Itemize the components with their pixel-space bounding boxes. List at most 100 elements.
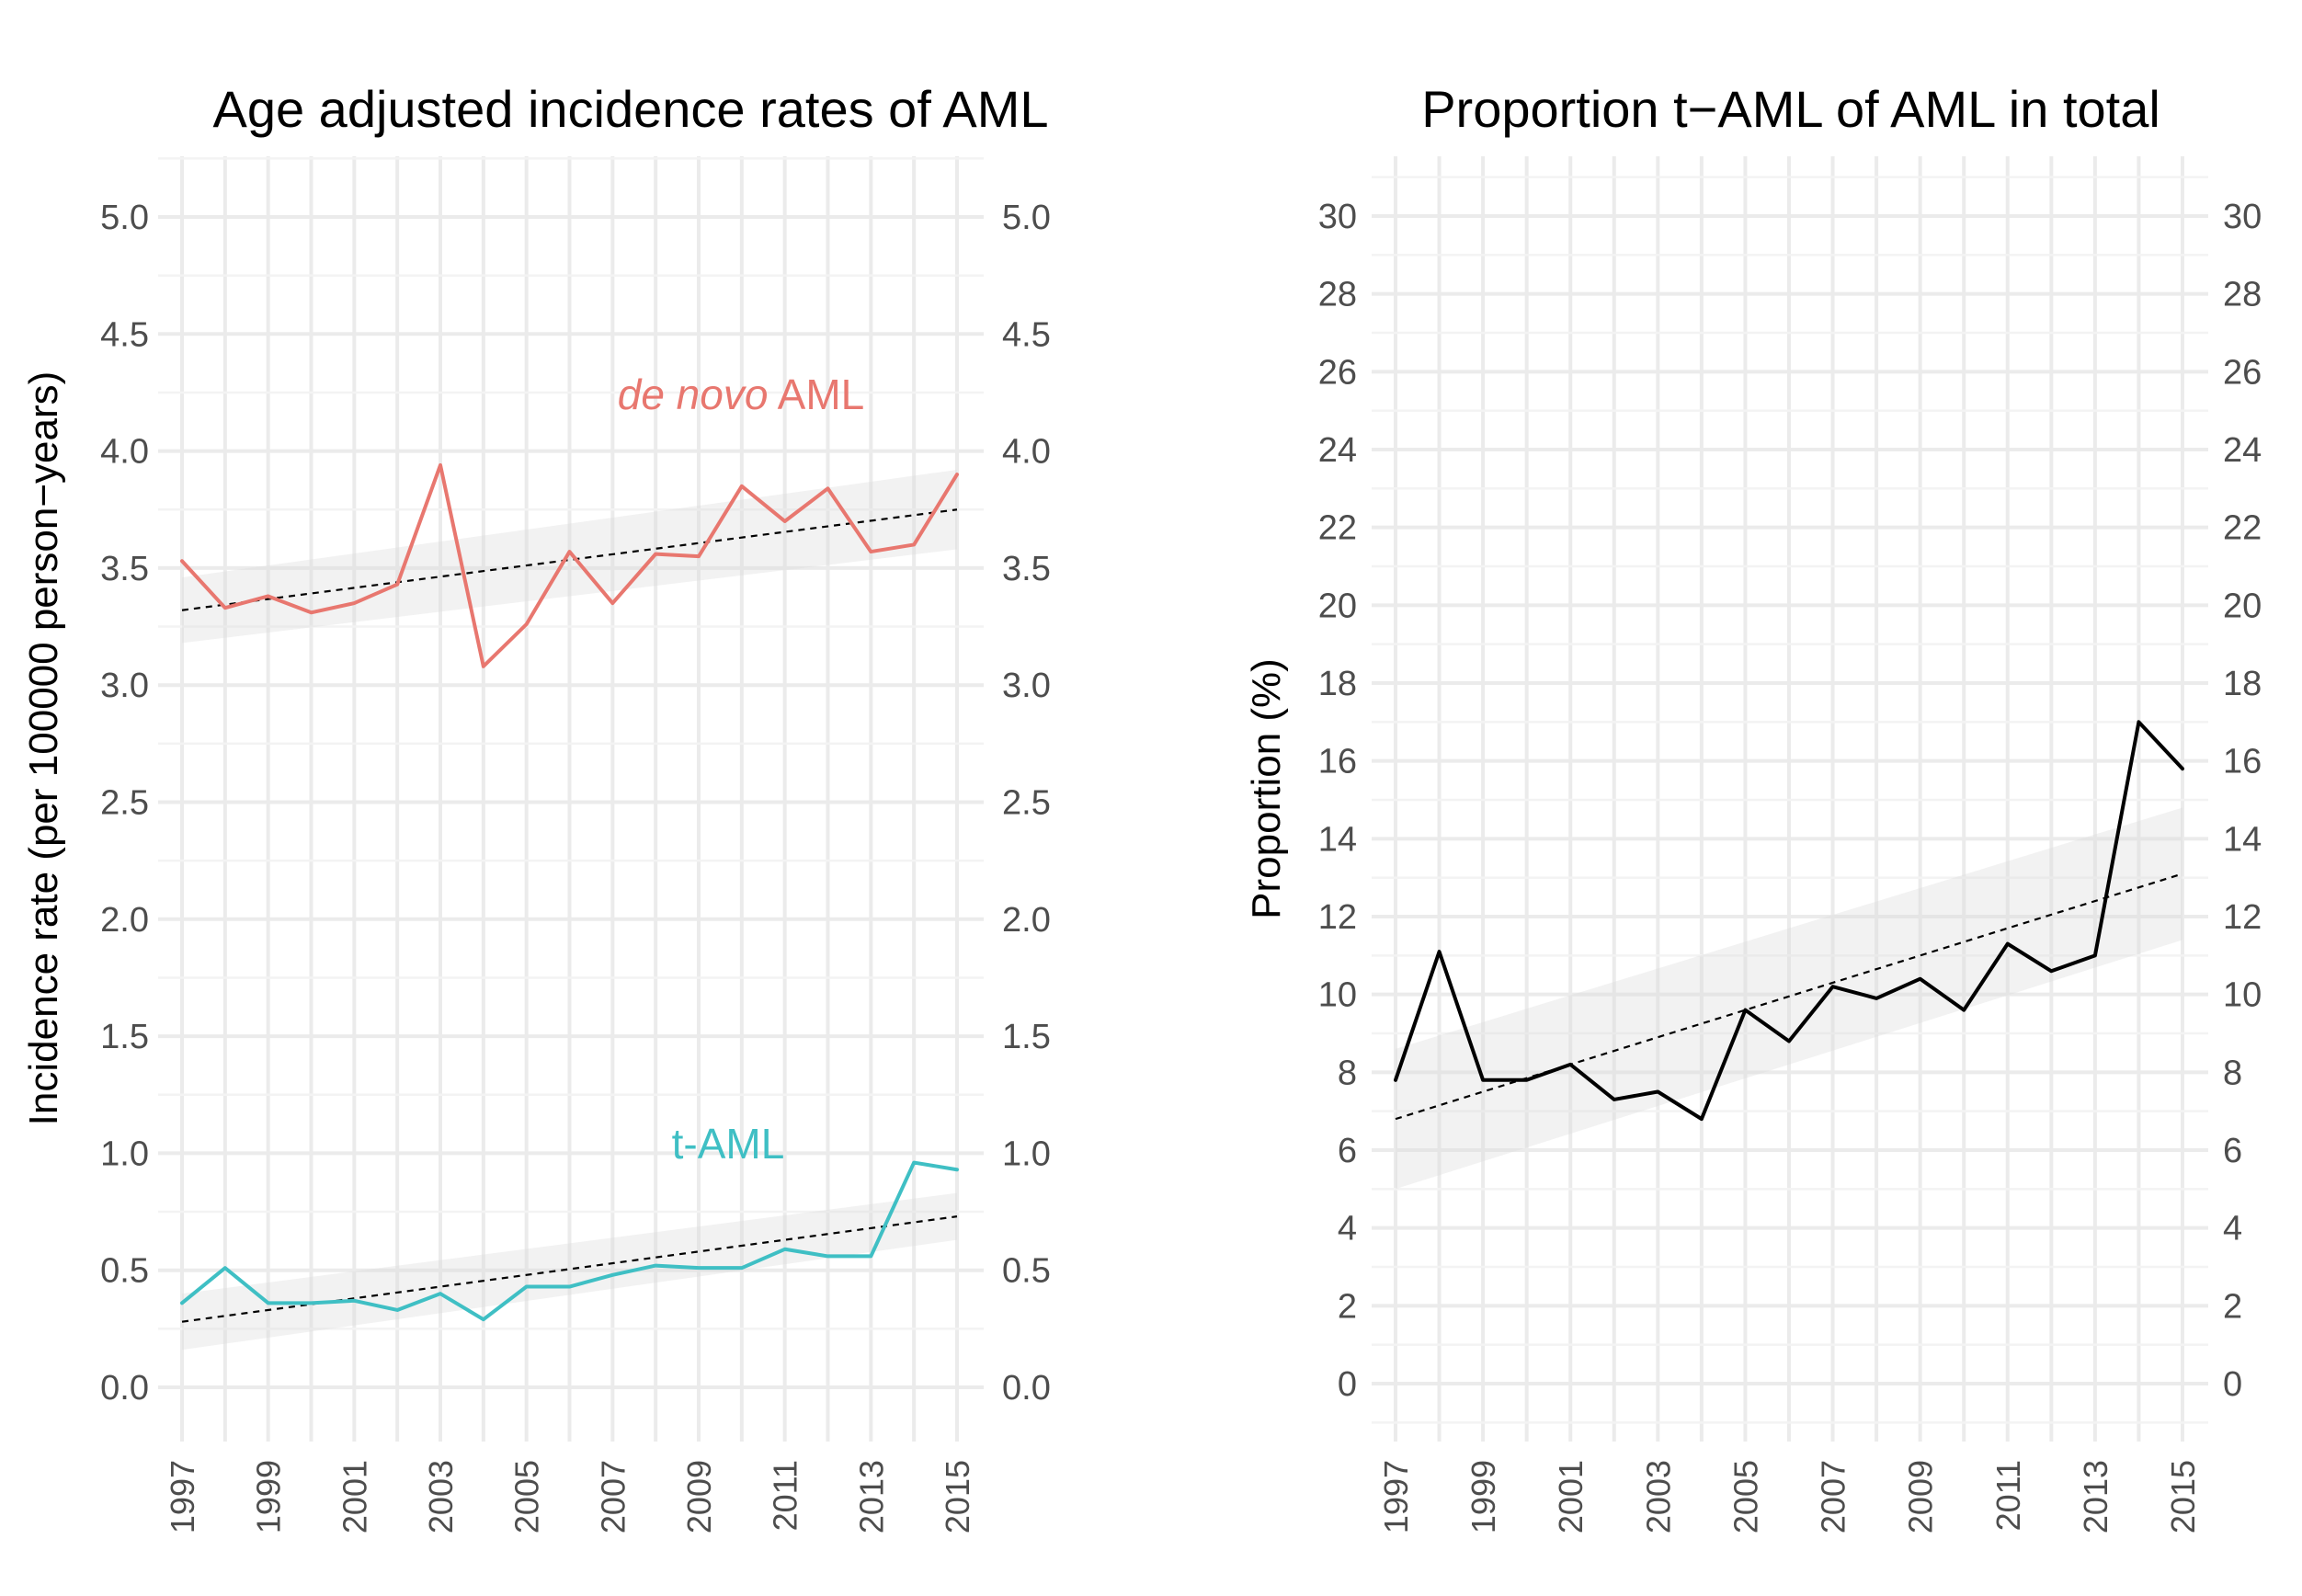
y-tick-label-right: 4 — [2223, 1210, 2242, 1248]
y-tick-label-left: 1.0 — [100, 1134, 149, 1173]
proportion-panel: Proportion t−AML of AML in total Proport… — [1244, 80, 2262, 1533]
x-tick-label: 2013 — [852, 1460, 890, 1533]
y-tick-label-left: 0 — [1338, 1365, 1357, 1404]
y-tick-label-right: 2.0 — [1002, 901, 1051, 940]
y-tick-label-right: 0.5 — [1002, 1252, 1051, 1291]
incidence-tick-labels: 0.0 0.0 0.5 0.5 1.0 1.0 1.5 1.5 2.0 2.0 2.5 2.5 3.0 3… — [100, 199, 1051, 1533]
confidence-band — [182, 469, 957, 644]
y-tick-label-right: 4.5 — [1002, 315, 1051, 354]
y-tick-label-right: 2.5 — [1002, 784, 1051, 823]
x-tick-label: 2011 — [767, 1460, 804, 1531]
y-tick-label-right: 30 — [2223, 198, 2262, 236]
y-tick-label-left: 22 — [1318, 509, 1357, 548]
de-novo-label-italic: de novo — [618, 370, 769, 418]
y-tick-label-left: 5.0 — [100, 199, 149, 237]
trend-line — [181, 508, 958, 611]
y-tick-label-right: 0.0 — [1002, 1369, 1051, 1408]
incidence-series-lines — [180, 462, 959, 1322]
confidence-band — [1396, 807, 2182, 1190]
y-tick-label-left: 14 — [1318, 820, 1357, 859]
de-novo-aml-series-label: de novo AML — [618, 370, 865, 418]
incidence-confidence-bands — [182, 469, 957, 1351]
y-tick-label-left: 12 — [1318, 898, 1357, 937]
y-tick-label-left: 3.0 — [100, 667, 149, 705]
y-tick-label-left: 30 — [1318, 198, 1357, 236]
y-tick-label-right: 5.0 — [1002, 199, 1051, 237]
y-tick-label-left: 1.5 — [100, 1018, 149, 1056]
x-tick-label: 2007 — [594, 1460, 632, 1533]
incidence-trend-lines — [181, 508, 958, 1323]
y-tick-label-right: 8 — [2223, 1054, 2242, 1092]
y-tick-label-left: 2.5 — [100, 784, 149, 823]
x-tick-label: 1997 — [164, 1460, 201, 1533]
incidence-gridlines — [158, 156, 984, 1442]
x-tick-label: 2015 — [939, 1460, 976, 1533]
y-tick-label-left: 18 — [1318, 665, 1357, 703]
x-tick-label: 2001 — [336, 1460, 373, 1533]
incidence-panel: Age adjusted incidence rates of AML Inci… — [21, 80, 1051, 1533]
x-tick-label: 2011 — [1989, 1460, 2027, 1531]
y-tick-label-left: 28 — [1318, 276, 1357, 314]
y-tick-label-right: 6 — [2223, 1132, 2242, 1170]
incidence-chart-title: Age adjusted incidence rates of AML — [212, 80, 1048, 138]
y-tick-label-right: 16 — [2223, 743, 2262, 781]
trend-line — [181, 1215, 958, 1323]
y-tick-label-left: 8 — [1338, 1054, 1357, 1092]
x-tick-label: 2009 — [680, 1460, 718, 1533]
y-tick-label-left: 24 — [1318, 431, 1357, 470]
y-tick-label-right: 0 — [2223, 1365, 2242, 1404]
x-tick-label: 2013 — [2077, 1460, 2114, 1533]
proportion-series-lines — [1394, 720, 2184, 1122]
y-tick-label-right: 4.0 — [1002, 433, 1051, 472]
y-tick-label-left: 0.0 — [100, 1369, 149, 1408]
x-tick-label: 2005 — [508, 1460, 546, 1533]
x-tick-label: 1997 — [1377, 1460, 1415, 1533]
y-tick-label-left: 2 — [1338, 1287, 1357, 1326]
y-tick-label-right: 12 — [2223, 898, 2262, 937]
y-tick-label-left: 6 — [1338, 1132, 1357, 1170]
y-tick-label-right: 28 — [2223, 276, 2262, 314]
y-tick-label-right: 3.0 — [1002, 667, 1051, 705]
t-aml-series-label: t-AML — [672, 1120, 785, 1168]
y-tick-label-right: 3.5 — [1002, 550, 1051, 588]
y-tick-label-right: 14 — [2223, 820, 2262, 859]
x-tick-label: 2001 — [1552, 1460, 1590, 1533]
proportion-chart-title: Proportion t−AML of AML in total — [1421, 80, 2160, 138]
y-tick-label-left: 4 — [1338, 1210, 1357, 1248]
x-tick-label: 2015 — [2164, 1460, 2202, 1533]
y-tick-label-left: 20 — [1318, 587, 1357, 625]
y-tick-label-left: 0.5 — [100, 1252, 149, 1291]
y-tick-label-left: 10 — [1318, 976, 1357, 1015]
y-tick-label-left: 3.5 — [100, 550, 149, 588]
y-tick-label-right: 1.0 — [1002, 1134, 1051, 1173]
y-tick-label-right: 1.5 — [1002, 1018, 1051, 1056]
proportion-confidence-bands — [1396, 807, 2182, 1190]
y-tick-label-right: 22 — [2223, 509, 2262, 548]
x-tick-label: 2005 — [1726, 1460, 1764, 1533]
series-line — [1394, 720, 2184, 1122]
x-tick-label: 2007 — [1815, 1460, 1852, 1533]
proportion-y-axis-label: Proportion (%) — [1244, 658, 1289, 919]
series-line — [180, 462, 959, 668]
de-novo-label-plain: AML — [768, 370, 864, 418]
x-tick-label: 2003 — [1639, 1460, 1677, 1533]
y-tick-label-right: 2 — [2223, 1287, 2242, 1326]
x-tick-label: 1999 — [1464, 1460, 1502, 1533]
y-tick-label-right: 24 — [2223, 431, 2262, 470]
x-tick-label: 2009 — [1902, 1460, 1940, 1533]
y-tick-label-left: 4.0 — [100, 433, 149, 472]
x-tick-label: 2003 — [422, 1460, 460, 1533]
y-tick-label-right: 18 — [2223, 665, 2262, 703]
y-tick-label-left: 4.5 — [100, 315, 149, 354]
y-tick-label-right: 20 — [2223, 587, 2262, 625]
x-tick-label: 1999 — [250, 1460, 288, 1533]
y-tick-label-left: 2.0 — [100, 901, 149, 940]
proportion-gridlines — [1372, 156, 2208, 1442]
y-tick-label-left: 16 — [1318, 743, 1357, 781]
incidence-y-axis-label: Incidence rate (per 100000 person−years) — [21, 371, 66, 1126]
y-tick-label-left: 26 — [1318, 353, 1357, 392]
series-line — [180, 1160, 959, 1322]
